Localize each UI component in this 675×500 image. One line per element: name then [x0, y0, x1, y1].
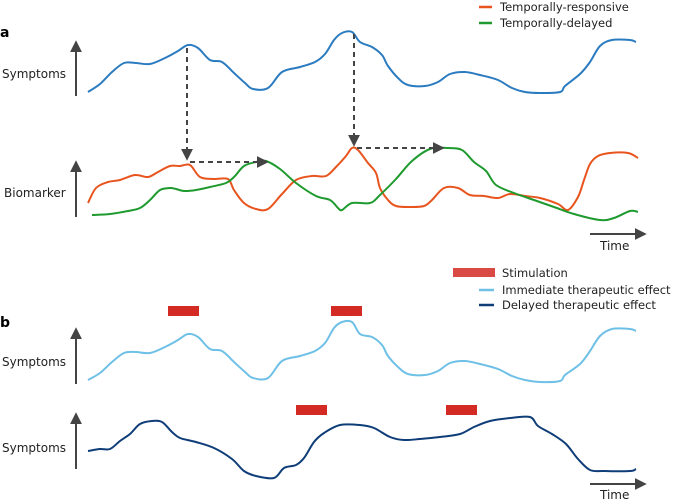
immediate-effect-curve: [87, 319, 637, 384]
legend-a: Temporally-responsive Temporally-delayed: [479, 0, 629, 30]
symptoms-axis-label-b1: Symptoms: [2, 355, 66, 369]
stimulation-bars: [168, 306, 477, 415]
legend-label-immediate: Immediate therapeutic effect: [502, 283, 671, 297]
delayed-effect-curve: [87, 415, 637, 480]
panel-a-label: a: [0, 25, 9, 41]
stimulation-bar: [331, 306, 362, 316]
stimulation-bar: [296, 405, 327, 415]
legend-label-stimulation: Stimulation: [502, 266, 568, 280]
symptoms-axis-label-b2: Symptoms: [2, 441, 66, 455]
symptoms-curve-a: [87, 30, 637, 95]
legend-label-delayed: Temporally-delayed: [499, 16, 612, 30]
time-axis-label-b: Time: [599, 488, 629, 500]
legend-stimulation-swatch: [453, 268, 495, 277]
panel-b-label: b: [0, 315, 10, 331]
biomarker-axis-label: Biomarker: [4, 186, 66, 200]
dashed-arrows: [181, 34, 445, 168]
biomarker-responsive-curve: [87, 146, 639, 212]
symptoms-axis-label-a: Symptoms: [2, 67, 66, 81]
legend-b: Stimulation Immediate therapeutic effect…: [453, 266, 671, 312]
stimulation-bar: [446, 405, 477, 415]
stimulation-bar: [168, 306, 199, 316]
time-axis-label-a: Time: [599, 239, 629, 253]
legend-label-responsive: Temporally-responsive: [499, 0, 629, 14]
legend-label-delayed-effect: Delayed therapeutic effect: [502, 298, 656, 312]
biomarker-delayed-curve: [91, 146, 639, 222]
